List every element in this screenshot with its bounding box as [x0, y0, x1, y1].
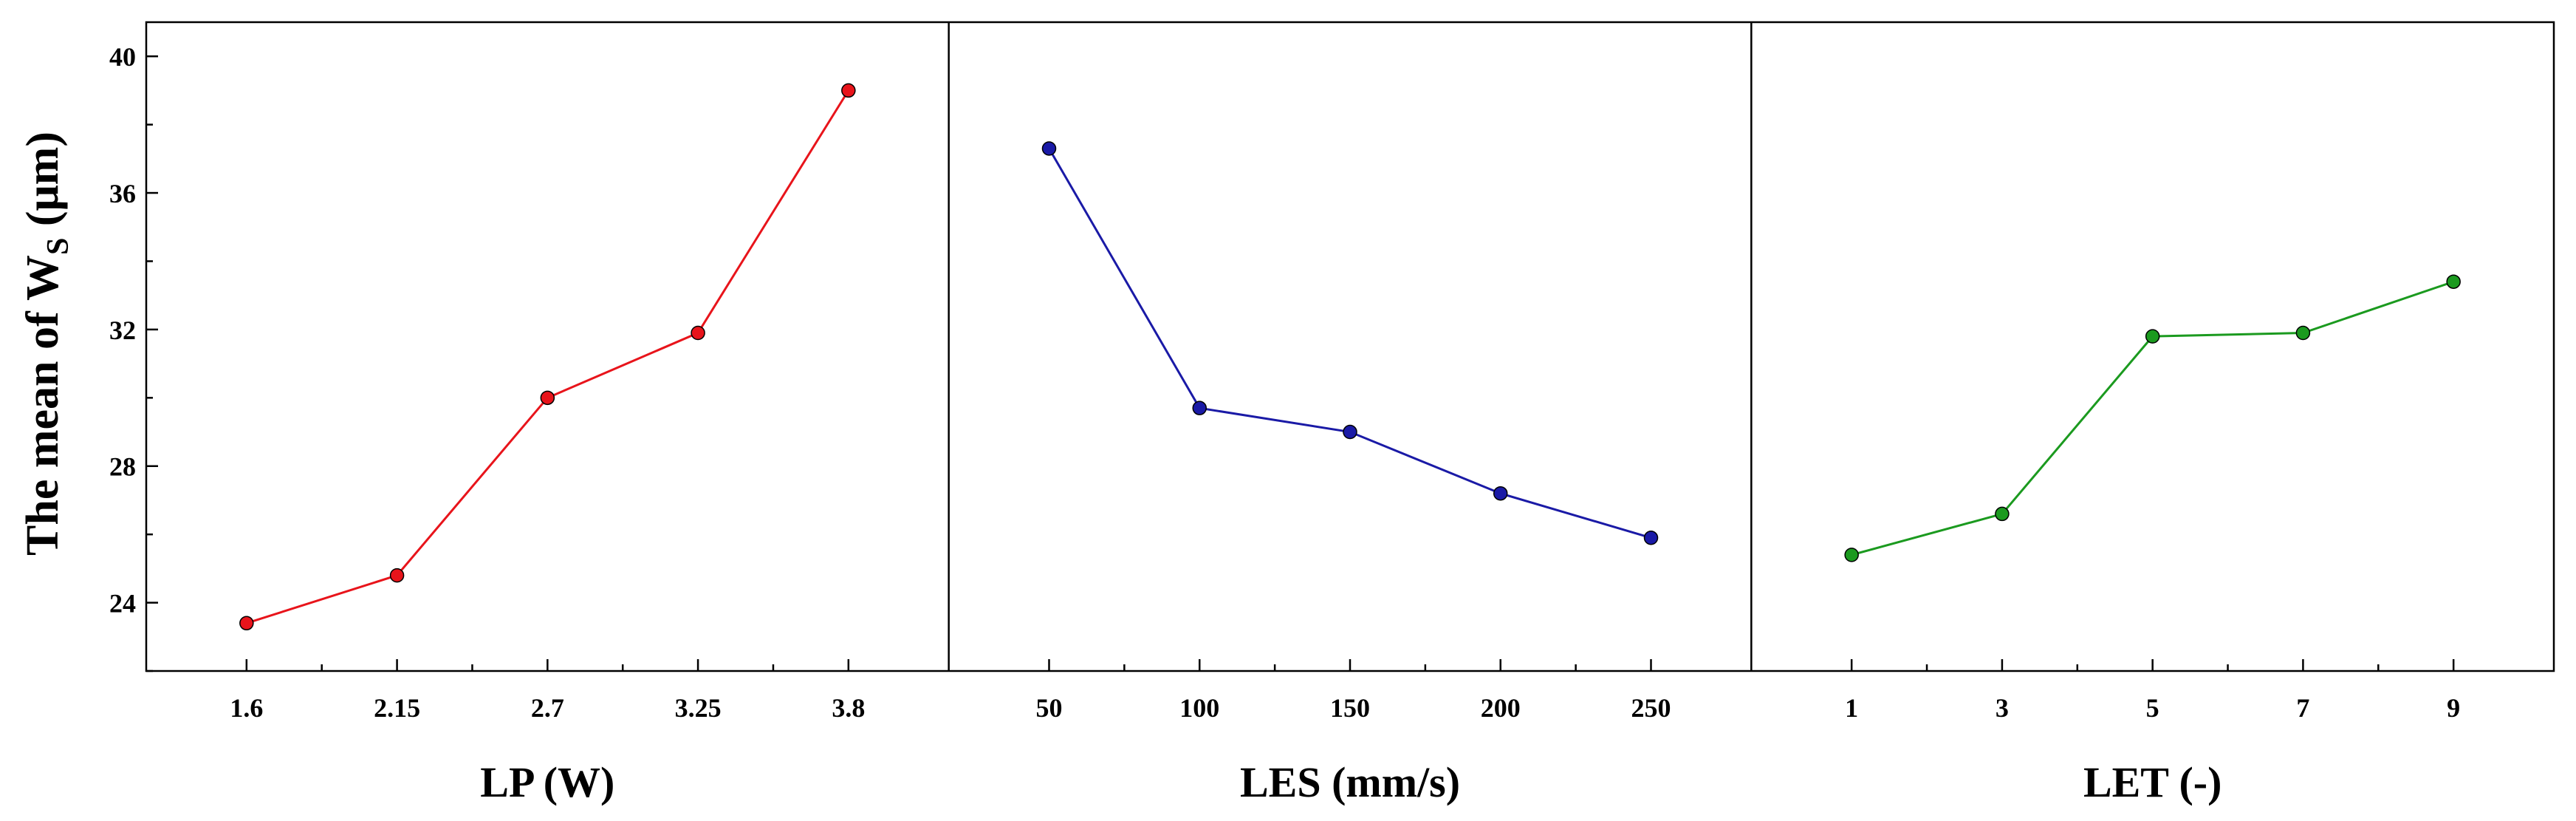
x-tick-label: 2.7 [531, 693, 564, 723]
x-tick-label: 3.8 [832, 693, 865, 723]
data-point [239, 616, 254, 631]
series-line-lp [246, 89, 850, 624]
x-tick-label: 250 [1631, 693, 1671, 723]
data-point [2446, 274, 2461, 289]
data-point [540, 390, 555, 406]
y-tick-label: 40 [109, 42, 136, 72]
data-point [1343, 424, 1357, 440]
data-point [1493, 486, 1508, 501]
x-axis-title: LES (mm/s) [1240, 758, 1460, 806]
data-point [1844, 548, 1859, 562]
data-point [1192, 401, 1207, 415]
x-tick-label: 1 [1845, 693, 1858, 723]
plot-frame [145, 21, 2555, 672]
x-tick-label: 150 [1330, 693, 1370, 723]
data-point [691, 325, 705, 341]
data-point [841, 83, 856, 98]
data-point [2295, 325, 2311, 341]
data-point [389, 568, 405, 583]
x-axis-title: LP (W) [480, 758, 614, 806]
x-tick-label: 3.25 [675, 693, 722, 723]
data-point [1643, 531, 1659, 545]
plot-border [145, 21, 2555, 672]
y-axis-title-subscript: S [41, 238, 75, 255]
y-axis: 24 28 32 36 40 [109, 42, 158, 672]
series-line-les [1048, 148, 1651, 539]
panel-let: 1 3 5 7 9 LET (-) [1844, 274, 2461, 806]
data-point [2145, 329, 2160, 344]
y-tick-label: 28 [109, 452, 136, 482]
y-tick-label: 36 [109, 179, 136, 208]
x-tick-label: 200 [1481, 693, 1521, 723]
y-axis-title: The mean of WS (μm) [18, 132, 75, 556]
x-tick-label: 100 [1179, 693, 1219, 723]
series-line-let [1851, 280, 2454, 556]
x-tick-label: 2.15 [374, 693, 420, 723]
y-tick-label: 32 [109, 316, 136, 345]
x-tick-label: 3 [1996, 693, 2009, 723]
panels: 1.6 2.15 2.7 3.25 3.8 LP (W) 50 100 150 200 250 LES… [230, 83, 2461, 806]
panel-lp: 1.6 2.15 2.7 3.25 3.8 LP (W) [230, 83, 865, 806]
y-axis-title-main: The mean of W [18, 255, 68, 556]
x-tick-label: 50 [1036, 693, 1063, 723]
data-point [1041, 141, 1057, 156]
y-axis-title-unit: (μm) [18, 132, 68, 238]
x-axis-title: LET (-) [2083, 758, 2222, 806]
panel-les: 50 100 150 200 250 LES (mm/s) [1036, 141, 1671, 806]
x-tick-label: 7 [2296, 693, 2309, 723]
y-tick-label: 24 [109, 589, 136, 619]
data-point [1995, 506, 2010, 522]
x-tick-label: 5 [2146, 693, 2159, 723]
x-tick-label: 9 [2447, 693, 2460, 723]
x-tick-label: 1.6 [230, 693, 263, 723]
